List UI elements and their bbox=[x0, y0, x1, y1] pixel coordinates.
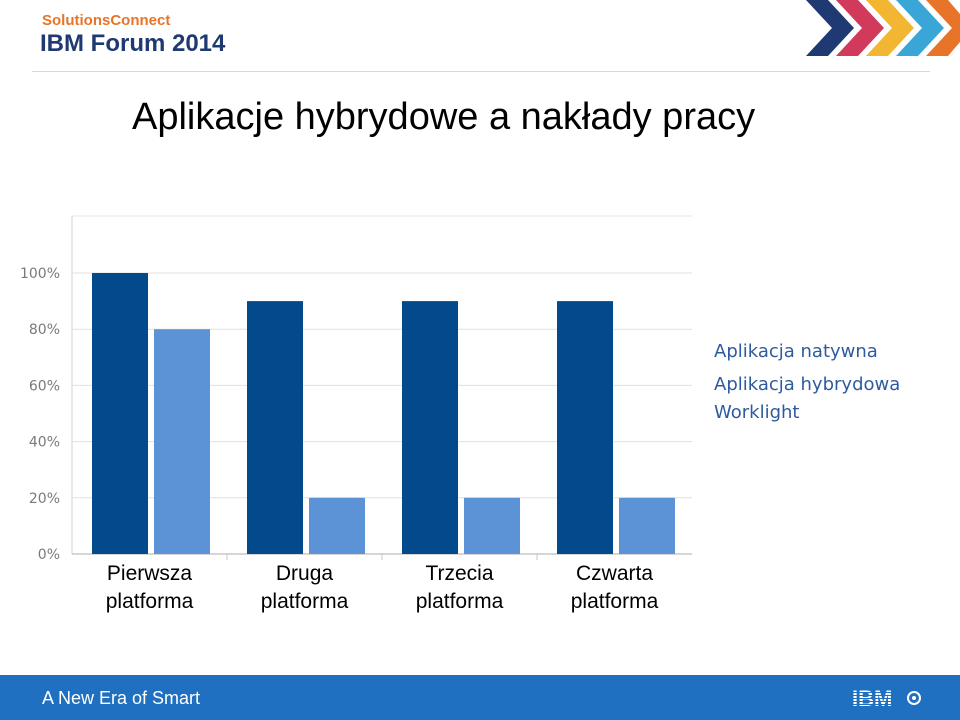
brand-title: IBM Forum 2014 bbox=[40, 30, 226, 57]
category-label: Czwarta bbox=[576, 562, 653, 585]
bar bbox=[619, 497, 675, 554]
footer-bar: A New Era of Smart IBM bbox=[0, 675, 960, 720]
slide-header: SolutionsConnect IBM Forum 2014 bbox=[0, 0, 960, 75]
footer-tagline: A New Era of Smart bbox=[42, 688, 201, 708]
header-divider bbox=[32, 71, 930, 72]
bar-chart: 0% 20% 40% 60% 80% 100% Pierwsza platforma Druga… bbox=[20, 215, 900, 613]
y-tick-label: 80% bbox=[29, 322, 60, 338]
y-tick-label: 100% bbox=[20, 266, 60, 282]
category-label: platforma bbox=[106, 590, 194, 613]
category-label: platforma bbox=[261, 590, 349, 613]
category-label: Trzecia bbox=[425, 562, 493, 585]
bar bbox=[92, 273, 148, 554]
y-tick-label: 60% bbox=[29, 378, 60, 394]
bar bbox=[402, 301, 458, 554]
bar bbox=[464, 497, 520, 554]
ibm-logo-text: IBM bbox=[852, 687, 892, 709]
y-tick-label: 0% bbox=[38, 547, 60, 563]
category-label: platforma bbox=[571, 590, 659, 613]
y-tick-label: 20% bbox=[29, 491, 60, 507]
category-label: Druga bbox=[276, 562, 334, 585]
category-label: Pierwsza bbox=[107, 562, 193, 585]
ibm-logo: IBM bbox=[852, 687, 921, 709]
brand-subtitle: SolutionsConnect bbox=[42, 12, 171, 29]
decorative-pattern-icon bbox=[806, 0, 960, 56]
legend-item-native: Aplikacja natywna bbox=[714, 341, 878, 362]
legend-item-hybrid: Aplikacja hybrydowa Worklight bbox=[714, 374, 900, 423]
bar bbox=[557, 301, 613, 554]
bar bbox=[154, 329, 210, 554]
bar bbox=[247, 301, 303, 554]
slide-title: Aplikacje hybrydowe a nakłady pracy bbox=[132, 96, 756, 138]
y-tick-label: 40% bbox=[29, 435, 60, 451]
bar bbox=[309, 497, 365, 554]
category-label: platforma bbox=[416, 590, 504, 613]
